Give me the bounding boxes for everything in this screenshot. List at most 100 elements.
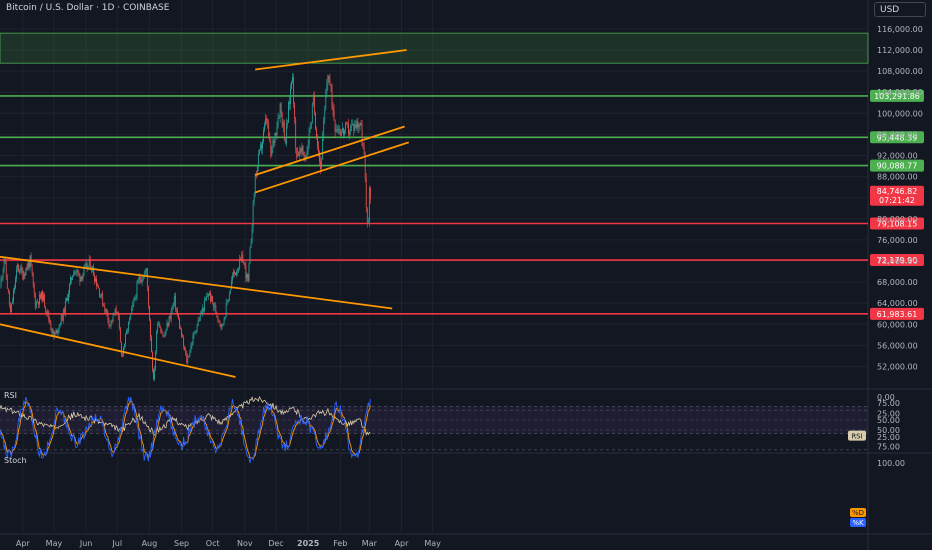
candle-body — [82, 273, 84, 280]
time-tick-label: Aug — [142, 539, 158, 548]
candle-body — [211, 296, 213, 302]
candle-body — [170, 310, 172, 320]
trendline — [0, 323, 236, 378]
candle-body — [366, 207, 368, 224]
candle-body — [45, 306, 47, 311]
candle-body — [181, 329, 182, 337]
candle-body — [224, 316, 226, 320]
candle-body — [185, 349, 187, 354]
candle-body — [242, 254, 244, 263]
candle-body — [299, 148, 301, 156]
candle-body — [4, 260, 6, 263]
candle-body — [141, 279, 143, 283]
candle-body — [304, 155, 306, 159]
trendline — [254, 141, 410, 194]
candle-body — [31, 266, 33, 275]
candle-body — [40, 294, 41, 299]
candle-body — [343, 128, 344, 135]
candle-body — [14, 287, 15, 291]
rsi-tick-label: 25.00 — [877, 433, 900, 442]
price-tick-label: 96,000.00 — [877, 130, 918, 139]
candle-body — [95, 278, 96, 282]
candle-body — [87, 265, 89, 270]
candle-body — [159, 323, 161, 328]
candle-body — [106, 308, 108, 314]
candle-body — [1, 277, 3, 279]
candle-body — [110, 320, 112, 326]
current-price-label: 84,746.82 — [877, 187, 918, 196]
candle-body — [249, 247, 251, 264]
candle-body — [138, 276, 140, 282]
price-tick-label: 80,000.00 — [877, 215, 918, 224]
level-price-label: 72,179.90 — [877, 256, 918, 265]
currency-selector[interactable]: USD — [874, 2, 926, 17]
candle-body — [285, 123, 287, 144]
price-tick-label: 116,000.00 — [877, 25, 923, 34]
price-tick-label: 60,000.00 — [877, 320, 918, 329]
trendline — [254, 125, 405, 176]
candle-body — [17, 264, 19, 269]
price-tick-label: 56,000.00 — [877, 341, 918, 350]
candle-body — [57, 329, 59, 334]
candle-body — [243, 262, 245, 264]
candle-body — [178, 314, 179, 320]
candle-body — [225, 302, 227, 317]
candle-body — [301, 146, 303, 152]
candle-body — [219, 320, 221, 325]
candle-body — [56, 329, 58, 334]
rsi-value-label: RSI — [851, 433, 862, 441]
candle-body — [51, 329, 53, 333]
candle-body — [272, 140, 274, 148]
candle-body — [213, 302, 215, 308]
candle-body — [97, 285, 98, 287]
candle-body — [337, 129, 339, 132]
candle-body — [283, 121, 285, 140]
candle-body — [34, 293, 36, 308]
candle-body — [96, 278, 97, 286]
candle-body — [32, 274, 34, 285]
candle-body — [300, 148, 302, 152]
candle-body — [353, 124, 355, 132]
candle-body — [64, 300, 66, 314]
candle-body — [190, 345, 192, 352]
candle-body — [344, 130, 345, 135]
candle-body — [202, 307, 204, 311]
candle-body — [52, 330, 54, 333]
candle-body — [207, 296, 208, 298]
candle-body — [355, 124, 357, 129]
candle-body — [86, 263, 88, 270]
candle-body — [36, 301, 38, 303]
candle-body — [61, 315, 63, 321]
candle-body — [274, 132, 276, 143]
candle-body — [262, 141, 263, 149]
candle-body — [11, 303, 12, 313]
candle-body — [199, 313, 201, 321]
candle-body — [263, 130, 264, 142]
stoch-tick-label: 75.00 — [877, 443, 900, 452]
candle-body — [19, 270, 21, 273]
candle-body — [284, 139, 286, 144]
candle-body — [339, 132, 341, 136]
time-tick-label: Nov — [237, 539, 253, 548]
candle-body — [209, 292, 210, 295]
candle-body — [346, 123, 347, 125]
candle-body — [226, 301, 228, 303]
candle-body — [43, 294, 44, 301]
level-price-label: 103,291.86 — [874, 92, 920, 101]
candle-body — [179, 319, 180, 329]
price-tick-label: 52,000.00 — [877, 363, 918, 372]
candle-body — [112, 314, 114, 322]
candle-body — [172, 303, 174, 307]
candle-body — [309, 128, 311, 130]
candle-body — [114, 309, 116, 315]
candle-body — [362, 145, 364, 148]
candle-body — [264, 124, 265, 131]
candle-body — [240, 258, 242, 260]
candle-body — [118, 316, 120, 329]
candle-body — [336, 129, 338, 132]
candle-body — [12, 301, 13, 304]
candle-body — [266, 118, 268, 121]
candle-body — [33, 284, 35, 294]
candle-body — [331, 85, 333, 108]
